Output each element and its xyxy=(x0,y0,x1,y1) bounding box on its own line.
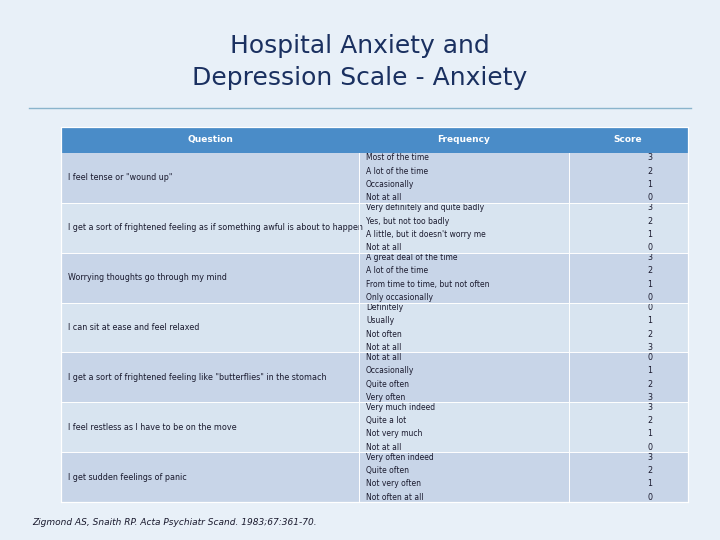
Text: Not often: Not often xyxy=(366,329,402,339)
Text: A great deal of the time: A great deal of the time xyxy=(366,253,457,262)
Text: 0: 0 xyxy=(647,303,652,312)
Text: 1: 1 xyxy=(647,480,652,488)
Text: Question: Question xyxy=(187,136,233,144)
Text: 1: 1 xyxy=(647,230,652,239)
Text: A little, but it doesn't worry me: A little, but it doesn't worry me xyxy=(366,230,486,239)
Text: Score: Score xyxy=(613,136,642,144)
Text: Very often indeed: Very often indeed xyxy=(366,453,433,462)
Text: Very much indeed: Very much indeed xyxy=(366,403,435,412)
Text: 2: 2 xyxy=(647,329,652,339)
Text: Worrying thoughts go through my mind: Worrying thoughts go through my mind xyxy=(68,273,228,282)
Text: Quite a lot: Quite a lot xyxy=(366,416,406,425)
Text: Not at all: Not at all xyxy=(366,353,401,362)
Text: 2: 2 xyxy=(647,466,652,475)
Text: 2: 2 xyxy=(647,380,652,389)
Text: Most of the time: Most of the time xyxy=(366,153,429,163)
Text: 3: 3 xyxy=(647,393,652,402)
Text: A lot of the time: A lot of the time xyxy=(366,167,428,176)
Text: I can sit at ease and feel relaxed: I can sit at ease and feel relaxed xyxy=(68,323,199,332)
Text: 3: 3 xyxy=(647,153,652,163)
Text: Quite often: Quite often xyxy=(366,466,409,475)
Text: 2: 2 xyxy=(647,416,652,425)
Text: 0: 0 xyxy=(647,443,652,452)
Text: Not very much: Not very much xyxy=(366,429,423,438)
Text: Not often at all: Not often at all xyxy=(366,492,423,502)
Text: I get sudden feelings of panic: I get sudden feelings of panic xyxy=(68,472,187,482)
Text: 3: 3 xyxy=(647,403,652,412)
Text: Very often: Very often xyxy=(366,393,405,402)
Text: Depression Scale - Anxiety: Depression Scale - Anxiety xyxy=(192,66,528,90)
Text: I feel restless as I have to be on the move: I feel restless as I have to be on the m… xyxy=(68,423,237,432)
Text: Occasionally: Occasionally xyxy=(366,180,414,189)
Text: 1: 1 xyxy=(647,280,652,289)
Bar xyxy=(61,302,688,353)
Bar xyxy=(61,402,688,453)
Text: 2: 2 xyxy=(647,167,652,176)
Text: Yes, but not too badly: Yes, but not too badly xyxy=(366,217,449,226)
Bar xyxy=(61,253,688,302)
Text: 0: 0 xyxy=(647,293,652,302)
Text: 3: 3 xyxy=(647,343,652,352)
Text: 0: 0 xyxy=(647,243,652,252)
Text: Only occasionally: Only occasionally xyxy=(366,293,433,302)
Bar xyxy=(61,153,688,202)
Text: 1: 1 xyxy=(647,316,652,326)
Text: 3: 3 xyxy=(647,203,652,212)
Text: 3: 3 xyxy=(647,453,652,462)
Text: 1: 1 xyxy=(647,366,652,375)
Text: Not at all: Not at all xyxy=(366,343,401,352)
Text: Definitely: Definitely xyxy=(366,303,403,312)
Text: 1: 1 xyxy=(647,429,652,438)
Text: 2: 2 xyxy=(647,266,652,275)
Text: Not at all: Not at all xyxy=(366,443,401,452)
Text: 1: 1 xyxy=(647,180,652,189)
Text: From time to time, but not often: From time to time, but not often xyxy=(366,280,490,289)
Text: 0: 0 xyxy=(647,492,652,502)
Bar xyxy=(61,453,688,502)
Text: Zigmond AS, Snaith RP. Acta Psychiatr Scand. 1983;67:361-70.: Zigmond AS, Snaith RP. Acta Psychiatr Sc… xyxy=(32,518,317,526)
Text: I get a sort of frightened feeling as if something awful is about to happen: I get a sort of frightened feeling as if… xyxy=(68,223,364,232)
Text: I feel tense or "wound up": I feel tense or "wound up" xyxy=(68,173,173,183)
Text: 0: 0 xyxy=(647,193,652,202)
Text: Quite often: Quite often xyxy=(366,380,409,389)
Text: 2: 2 xyxy=(647,217,652,226)
Text: Not at all: Not at all xyxy=(366,193,401,202)
Text: Not very often: Not very often xyxy=(366,480,421,488)
Bar xyxy=(359,127,569,153)
Text: Very definitely and quite badly: Very definitely and quite badly xyxy=(366,203,484,212)
Bar xyxy=(61,353,688,402)
Bar xyxy=(61,202,688,253)
Text: A lot of the time: A lot of the time xyxy=(366,266,428,275)
Text: Hospital Anxiety and: Hospital Anxiety and xyxy=(230,34,490,58)
Text: Frequency: Frequency xyxy=(437,136,490,144)
Text: 0: 0 xyxy=(647,353,652,362)
Bar xyxy=(569,127,688,153)
Text: Occasionally: Occasionally xyxy=(366,366,414,375)
Text: I get a sort of frightened feeling like "butterflies" in the stomach: I get a sort of frightened feeling like … xyxy=(68,373,327,382)
Text: Usually: Usually xyxy=(366,316,394,326)
Bar xyxy=(61,127,359,153)
Text: 3: 3 xyxy=(647,253,652,262)
Text: Not at all: Not at all xyxy=(366,243,401,252)
